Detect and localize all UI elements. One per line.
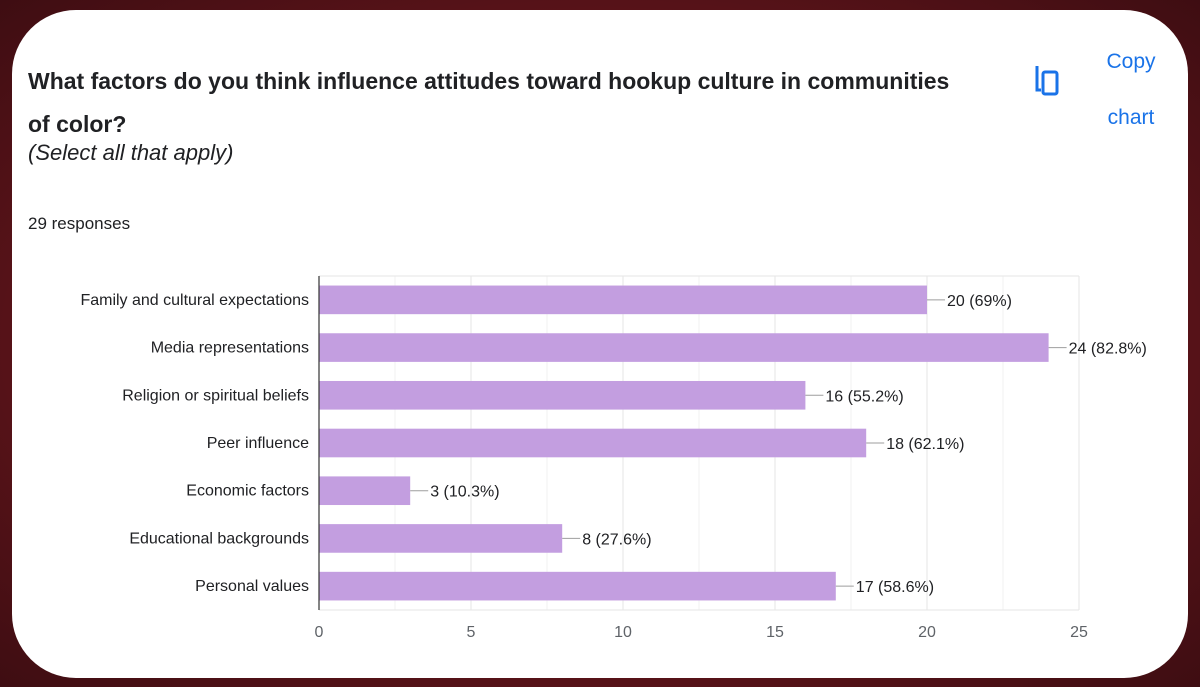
bar xyxy=(319,380,806,410)
category-label: Media representations xyxy=(151,340,309,357)
copy-icon xyxy=(1035,66,1059,96)
x-tick-label: 15 xyxy=(766,624,784,641)
bar xyxy=(319,428,867,458)
data-label: 8 (27.6%) xyxy=(582,531,651,548)
bar xyxy=(319,476,411,506)
bar xyxy=(319,333,1049,362)
data-label: 24 (82.8%) xyxy=(1069,341,1147,358)
question-subtitle: (Select all that apply) xyxy=(28,140,234,165)
chart-card: What factors do you think influence atti… xyxy=(12,10,1188,678)
data-label: 16 (55.2%) xyxy=(825,388,903,405)
x-tick-label: 5 xyxy=(467,624,476,641)
copy-chart-button[interactable]: Copy chart xyxy=(1026,40,1166,140)
data-label: 18 (62.1%) xyxy=(886,436,964,453)
bar xyxy=(319,285,927,315)
response-count: 29 responses xyxy=(28,214,131,233)
category-label: Religion or spiritual beliefs xyxy=(122,387,309,404)
data-label: 3 (10.3%) xyxy=(430,484,499,501)
x-tick-label: 0 xyxy=(315,624,324,641)
category-label: Personal values xyxy=(195,578,309,595)
x-tick-label: 25 xyxy=(1070,624,1088,641)
bar xyxy=(319,571,836,601)
copy-chart-label: Copy chart xyxy=(1106,50,1156,129)
question-title: What factors do you think influence atti… xyxy=(28,68,950,137)
bar-chart: 0 5 10 15 20 25 Family and cultural expectatio… xyxy=(80,275,1147,641)
x-tick-label: 10 xyxy=(614,624,632,641)
data-label: 17 (58.6%) xyxy=(856,579,934,596)
category-label: Peer influence xyxy=(207,435,309,452)
bar xyxy=(319,524,563,553)
category-label: Educational backgrounds xyxy=(129,530,309,547)
category-label: Family and cultural expectations xyxy=(80,292,309,309)
x-tick-label: 20 xyxy=(918,624,936,641)
category-label: Economic factors xyxy=(186,483,309,500)
data-label: 20 (69%) xyxy=(947,293,1012,310)
